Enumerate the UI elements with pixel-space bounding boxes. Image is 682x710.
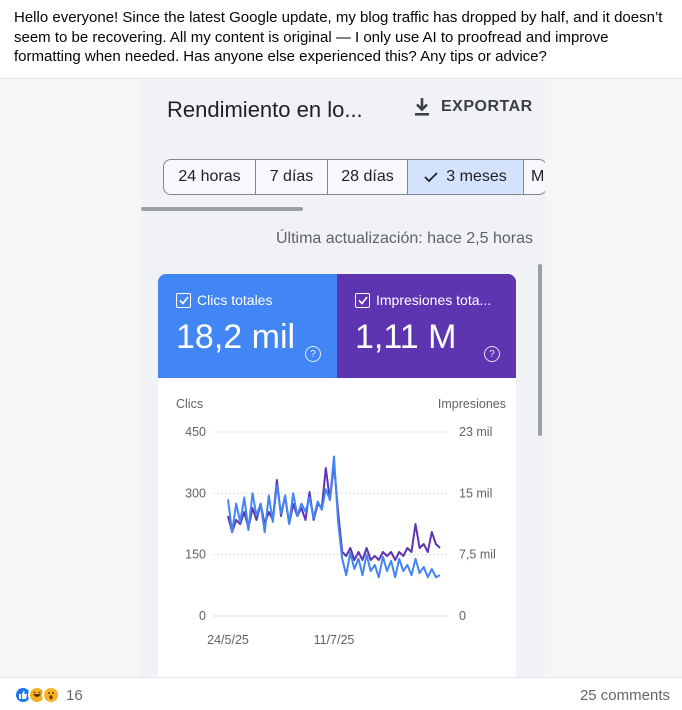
chip-7-dias[interactable]: 7 días [256, 160, 328, 194]
metric-impressions-value: 1,11 M [355, 318, 457, 356]
comments-link[interactable]: 25 comments [579, 687, 670, 704]
chip-28-dias[interactable]: 28 días [328, 160, 408, 194]
wow-icon [42, 686, 60, 704]
chip-24-horas[interactable]: 24 horas [164, 160, 256, 194]
performance-card: Clics totales 18,2 mil ? Impresiones tot… [158, 274, 516, 677]
left-tick-label: 300 [185, 486, 206, 500]
metric-clicks[interactable]: Clics totales 18,2 mil ? [158, 274, 337, 378]
date-range-chips: 24 horas 7 días 28 días 3 meses M [163, 159, 545, 195]
right-tick-label: 0 [459, 609, 466, 623]
performance-chart: Clics Impresiones 450 23 mil 300 15 mil 150 7,5… [176, 397, 506, 647]
export-label: EXPORTAR [441, 98, 533, 115]
checkbox-icon[interactable] [355, 292, 370, 308]
x-tick-label: 11/7/25 [314, 633, 355, 647]
metric-impressions[interactable]: Impresiones tota... 1,11 M ? [337, 274, 516, 378]
export-button[interactable]: EXPORTAR [413, 97, 533, 117]
download-icon [415, 98, 429, 116]
page-title: Rendimiento en lo... [167, 97, 363, 122]
help-icon[interactable]: ? [305, 346, 321, 362]
reactions[interactable]: 16 [14, 686, 83, 704]
metric-impressions-label: Impresiones tota... [376, 292, 492, 308]
right-axis-title: Impresiones [438, 397, 506, 411]
left-tick-label: 150 [185, 548, 206, 562]
left-axis-title: Clics [176, 397, 203, 411]
metric-clicks-label: Clics totales [197, 292, 273, 308]
left-tick-label: 450 [185, 425, 206, 439]
help-icon[interactable]: ? [484, 346, 500, 362]
reaction-count: 16 [66, 686, 83, 704]
last-updated: Última actualización: hace 2,5 horas [275, 230, 533, 247]
horizontal-scrollbar[interactable] [141, 207, 303, 211]
left-tick-label: 0 [199, 609, 206, 623]
post-footer: 16 25 comments [0, 678, 682, 710]
x-tick-label: 24/5/25 [207, 633, 249, 647]
chip-more[interactable]: M [531, 168, 545, 185]
metric-clicks-value: 18,2 mil [176, 318, 296, 356]
right-tick-label: 7,5 mil [459, 548, 496, 562]
post-text: Hello everyone! Since the latest Google … [14, 9, 663, 66]
search-console-screenshot: Rendimiento en lo... EXPORTAR 24 horas 7… [141, 79, 545, 677]
vertical-scrollbar[interactable] [538, 264, 542, 436]
post-image[interactable]: Rendimiento en lo... EXPORTAR 24 horas 7… [0, 78, 682, 678]
right-tick-label: 23 mil [459, 425, 492, 439]
right-tick-label: 15 mil [459, 486, 492, 500]
chip-3-meses[interactable]: 3 meses [408, 160, 524, 194]
check-icon [424, 172, 438, 183]
checkbox-icon[interactable] [176, 292, 191, 308]
series-line-impresiones [227, 463, 441, 561]
series-line-clics [227, 455, 441, 579]
